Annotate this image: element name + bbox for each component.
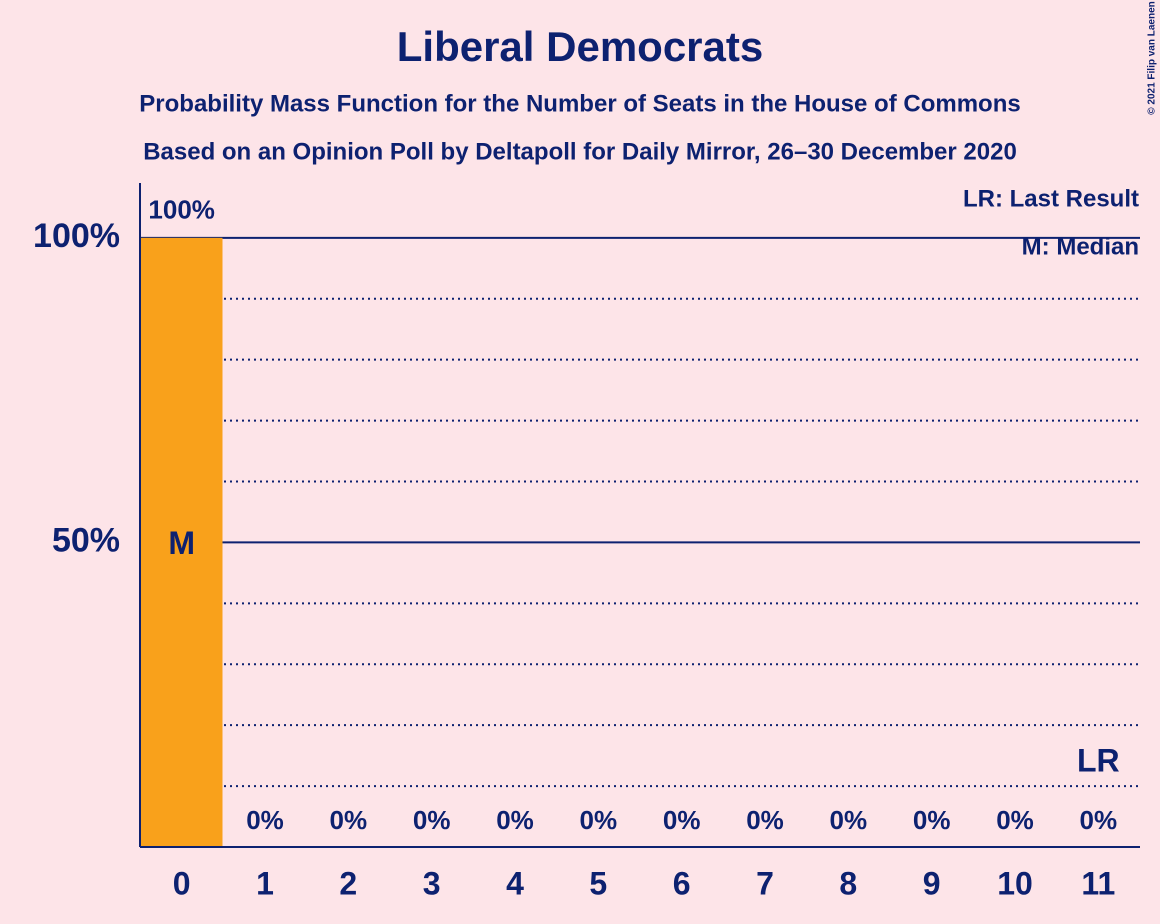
x-tick-label: 10 [997, 865, 1033, 901]
value-label: 0% [913, 805, 951, 835]
x-tick-label: 0 [173, 865, 191, 901]
value-label: 0% [246, 805, 284, 835]
chart-subtitle: Probability Mass Function for the Number… [139, 90, 1020, 117]
x-tick-label: 1 [256, 865, 274, 901]
chart-title: Liberal Democrats [397, 23, 763, 70]
value-label: 0% [413, 805, 451, 835]
x-tick-label: 9 [923, 865, 941, 901]
y-tick-label: 100% [33, 217, 120, 255]
x-tick-label: 11 [1081, 865, 1115, 901]
value-label: 100% [148, 195, 215, 225]
x-tick-label: 8 [839, 865, 857, 901]
x-tick-label: 6 [673, 865, 691, 901]
value-label: 0% [330, 805, 368, 835]
value-label: 0% [580, 805, 618, 835]
x-tick-label: 3 [423, 865, 441, 901]
value-label: 0% [996, 805, 1034, 835]
marker-label: LR [1077, 742, 1120, 778]
value-label: 0% [496, 805, 534, 835]
chart-subtitle: Based on an Opinion Poll by Deltapoll fo… [143, 138, 1017, 165]
y-tick-label: 50% [52, 521, 120, 559]
marker-label: M [168, 525, 195, 561]
bar [140, 237, 223, 847]
value-label: 0% [830, 805, 868, 835]
value-label: 0% [663, 805, 701, 835]
x-tick-label: 2 [339, 865, 357, 901]
legend-entry: LR: Last Result [963, 185, 1139, 212]
x-tick-label: 7 [756, 865, 774, 901]
x-tick-label: 5 [589, 865, 607, 901]
copyright: © 2021 Filip van Laenen [1147, 1, 1158, 115]
value-label: 0% [746, 805, 784, 835]
x-tick-label: 4 [506, 865, 524, 901]
value-label: 0% [1080, 805, 1118, 835]
